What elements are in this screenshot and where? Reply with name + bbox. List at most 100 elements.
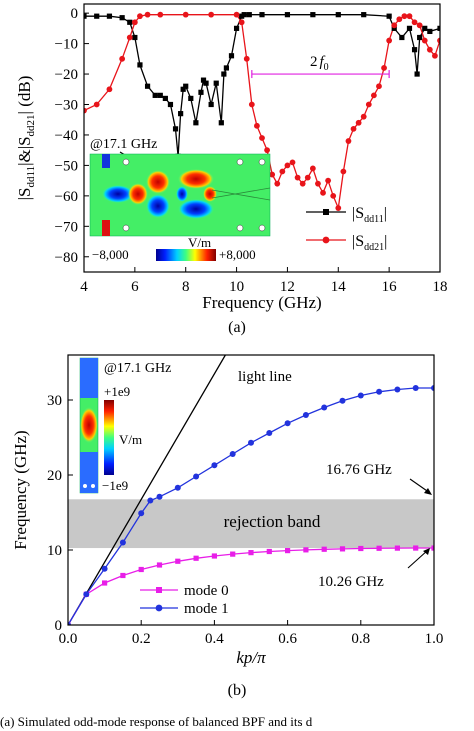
data-point-sdd21 xyxy=(233,11,240,18)
data-point-sdd11 xyxy=(241,12,247,18)
data-point-sdd21 xyxy=(304,174,311,181)
upper-edge-label: 16.76 GHz xyxy=(326,462,392,478)
data-point-sdd21 xyxy=(355,119,362,126)
panel-a-inset-unit: V/m xyxy=(188,235,211,250)
data-point-mode-1 xyxy=(101,565,108,572)
panel-b-field-inset: @17.1 GHz +1e9 V/m −1e9 xyxy=(79,357,171,494)
x-tick-label: 0.8 xyxy=(351,631,370,647)
y-tick-label: −20 xyxy=(55,67,78,83)
data-point-sdd21 xyxy=(315,180,321,187)
data-point-sdd21 xyxy=(294,174,301,181)
x-tick-label: 18 xyxy=(433,279,448,295)
data-point-sdd21 xyxy=(264,147,270,154)
data-point-sdd11 xyxy=(427,28,433,35)
data-point-sdd21 xyxy=(401,13,408,20)
data-point-sdd11 xyxy=(259,12,265,18)
panel-b-y-ticks: 0 10 20 30 xyxy=(47,393,73,634)
panel-b-series-markers xyxy=(68,385,434,625)
via-hole xyxy=(236,224,244,232)
field-blob xyxy=(178,169,214,189)
panel-b-legend: mode 0 mode 1 xyxy=(140,583,229,617)
data-point-sdd21 xyxy=(137,13,143,20)
data-point-sdd21 xyxy=(131,19,138,26)
data-point-sdd11 xyxy=(437,25,440,31)
panel-b-label: (b) xyxy=(228,682,247,699)
data-point-sdd21 xyxy=(345,138,352,144)
panel-b-y-axis-label: Frequency (GHz) xyxy=(11,430,30,549)
data-point-sdd11 xyxy=(180,86,186,92)
legend-label-sdd11: |Sdd11| xyxy=(352,205,387,225)
rejection-band xyxy=(68,499,434,549)
panel-b: rejection band 0 10 20 30 0.0 0.2 0.4 0.6 0.8 1.… xyxy=(11,354,443,699)
data-point-sdd21 xyxy=(208,11,215,18)
x-tick-label: 0.6 xyxy=(278,631,297,647)
data-point-mode-1 xyxy=(412,385,419,391)
data-point-sdd11 xyxy=(200,77,207,83)
y-tick-label: −10 xyxy=(55,37,78,53)
data-point-sdd21 xyxy=(432,52,438,59)
data-point-sdd11 xyxy=(172,126,179,132)
legend-label-sdd21: |Sdd21| xyxy=(352,233,387,253)
x-tick-label: 4 xyxy=(80,279,88,295)
field-blob xyxy=(80,358,98,398)
data-point-sdd11 xyxy=(208,101,214,108)
series-line-mode-1 xyxy=(68,387,434,625)
y-tick-label: 30 xyxy=(47,393,62,409)
series-line-sdd21 xyxy=(84,14,440,211)
data-point-sdd21 xyxy=(269,171,276,178)
panel-a-series-markers xyxy=(84,11,440,211)
x-tick-label: 16 xyxy=(382,279,398,295)
data-point-sdd11 xyxy=(94,13,100,19)
panel-a-label: (a) xyxy=(228,319,246,336)
data-point-sdd21 xyxy=(182,11,189,18)
data-point-sdd21 xyxy=(93,101,100,108)
x-tick-label: 10 xyxy=(229,279,244,295)
y-tick-label: 20 xyxy=(47,468,62,484)
data-point-sdd21 xyxy=(330,192,337,199)
panel-b-colorbar-max: +1e9 xyxy=(104,384,130,399)
data-point-sdd11 xyxy=(167,101,174,108)
data-point-sdd11 xyxy=(391,25,397,31)
data-point-sdd21 xyxy=(376,83,382,90)
panel-b-colorbar-min: −1e9 xyxy=(102,478,128,493)
data-point-sdd21 xyxy=(119,55,126,62)
data-point-sdd11 xyxy=(162,95,168,102)
data-point-sdd11 xyxy=(221,71,227,77)
data-point-sdd21 xyxy=(340,168,347,175)
panel-b-x-ticks: 0.0 0.2 0.4 0.6 0.8 1.0 xyxy=(59,620,443,647)
y-tick-label: −50 xyxy=(55,158,78,174)
data-point-mode-1 xyxy=(174,484,181,491)
data-point-mode-1 xyxy=(321,404,328,411)
data-point-sdd11 xyxy=(399,34,405,41)
data-point-sdd11 xyxy=(119,15,125,21)
panel-b-colorbar xyxy=(104,400,114,475)
field-blob xyxy=(128,183,148,205)
y-tick-label: 10 xyxy=(47,543,62,559)
legend-marker-mode-1 xyxy=(155,604,163,612)
data-point-sdd11 xyxy=(157,92,163,98)
data-point-mode-0 xyxy=(303,547,309,553)
rejection-band-label: rejection band xyxy=(224,512,321,531)
y-tick-label: 0 xyxy=(71,6,79,22)
data-point-mode-1 xyxy=(68,622,71,625)
field-blob xyxy=(146,170,170,194)
data-point-sdd11 xyxy=(193,120,199,126)
via-hole xyxy=(122,224,130,232)
data-point-sdd21 xyxy=(254,122,260,129)
field-blob xyxy=(80,452,98,493)
field-line xyxy=(211,187,271,201)
data-point-sdd11 xyxy=(213,80,219,86)
data-point-mode-0 xyxy=(248,550,254,556)
data-point-mode-1 xyxy=(229,451,236,457)
panel-b-x-axis-label: kp/π xyxy=(236,648,266,667)
data-point-sdd11 xyxy=(284,12,291,18)
data-point-sdd21 xyxy=(274,180,281,187)
data-point-sdd11 xyxy=(246,12,252,18)
data-point-sdd11 xyxy=(422,25,428,31)
via-hole xyxy=(122,158,130,166)
data-point-mode-0 xyxy=(376,545,382,551)
data-point-sdd21 xyxy=(406,13,413,20)
y-tick-label: −40 xyxy=(55,128,78,144)
data-point-sdd21 xyxy=(391,22,398,29)
